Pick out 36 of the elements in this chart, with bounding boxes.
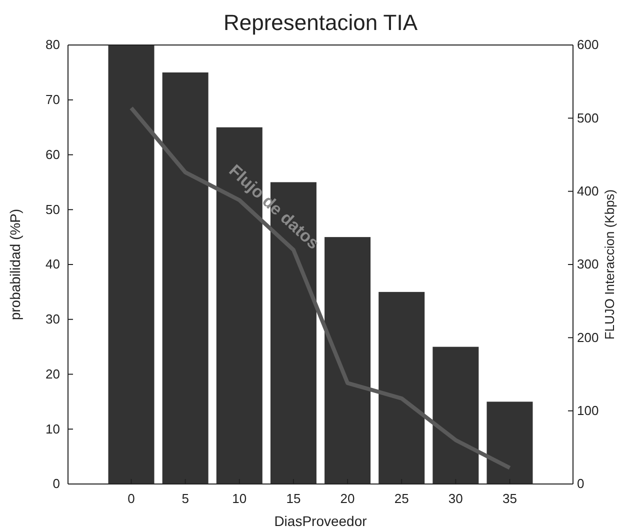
x-tick-label: 30 (448, 491, 463, 506)
y2-axis-title: FLUJO Interaccion (Kbps) (602, 189, 617, 340)
x-tick-label: 20 (340, 491, 355, 506)
bar (108, 45, 154, 484)
chart-title: Representacion TIA (223, 10, 418, 35)
x-tick-label: 10 (232, 491, 247, 506)
y-tick-label: 10 (46, 421, 60, 436)
y2-tick-label: 600 (577, 37, 599, 52)
y2-tick-label: 200 (577, 330, 599, 345)
bar (378, 292, 425, 484)
y-tick-label: 60 (46, 146, 60, 162)
x-tick-label: 15 (286, 491, 301, 506)
y-tick-label: 40 (46, 256, 60, 272)
x-tick-label: 5 (182, 491, 189, 506)
x-tick-label: 25 (394, 491, 409, 506)
y-tick-label: 70 (46, 92, 60, 108)
bar (486, 402, 533, 484)
y-tick-label: 50 (46, 202, 60, 217)
x-tick-label: 0 (128, 491, 135, 506)
y2-tick-label: 100 (577, 402, 599, 418)
bar (324, 237, 371, 484)
y2-tick-label: 500 (577, 110, 599, 126)
y2-tick-label: 300 (577, 256, 599, 272)
y-tick-label: 80 (46, 37, 60, 52)
x-axis-title: DiasProveedor (274, 513, 368, 529)
x-tick-label: 35 (502, 491, 517, 506)
bar (216, 127, 262, 484)
y2-tick-label: 400 (577, 183, 599, 198)
bar (432, 346, 479, 484)
line-series (129, 106, 512, 470)
y-tick-label: 20 (46, 366, 60, 382)
y-tick-label: 0 (52, 476, 60, 492)
bar (162, 72, 208, 484)
y2-tick-label: 0 (577, 476, 584, 492)
y-tick-label: 30 (46, 312, 60, 327)
y-axis-title: probabilidad (%P) (7, 208, 23, 320)
